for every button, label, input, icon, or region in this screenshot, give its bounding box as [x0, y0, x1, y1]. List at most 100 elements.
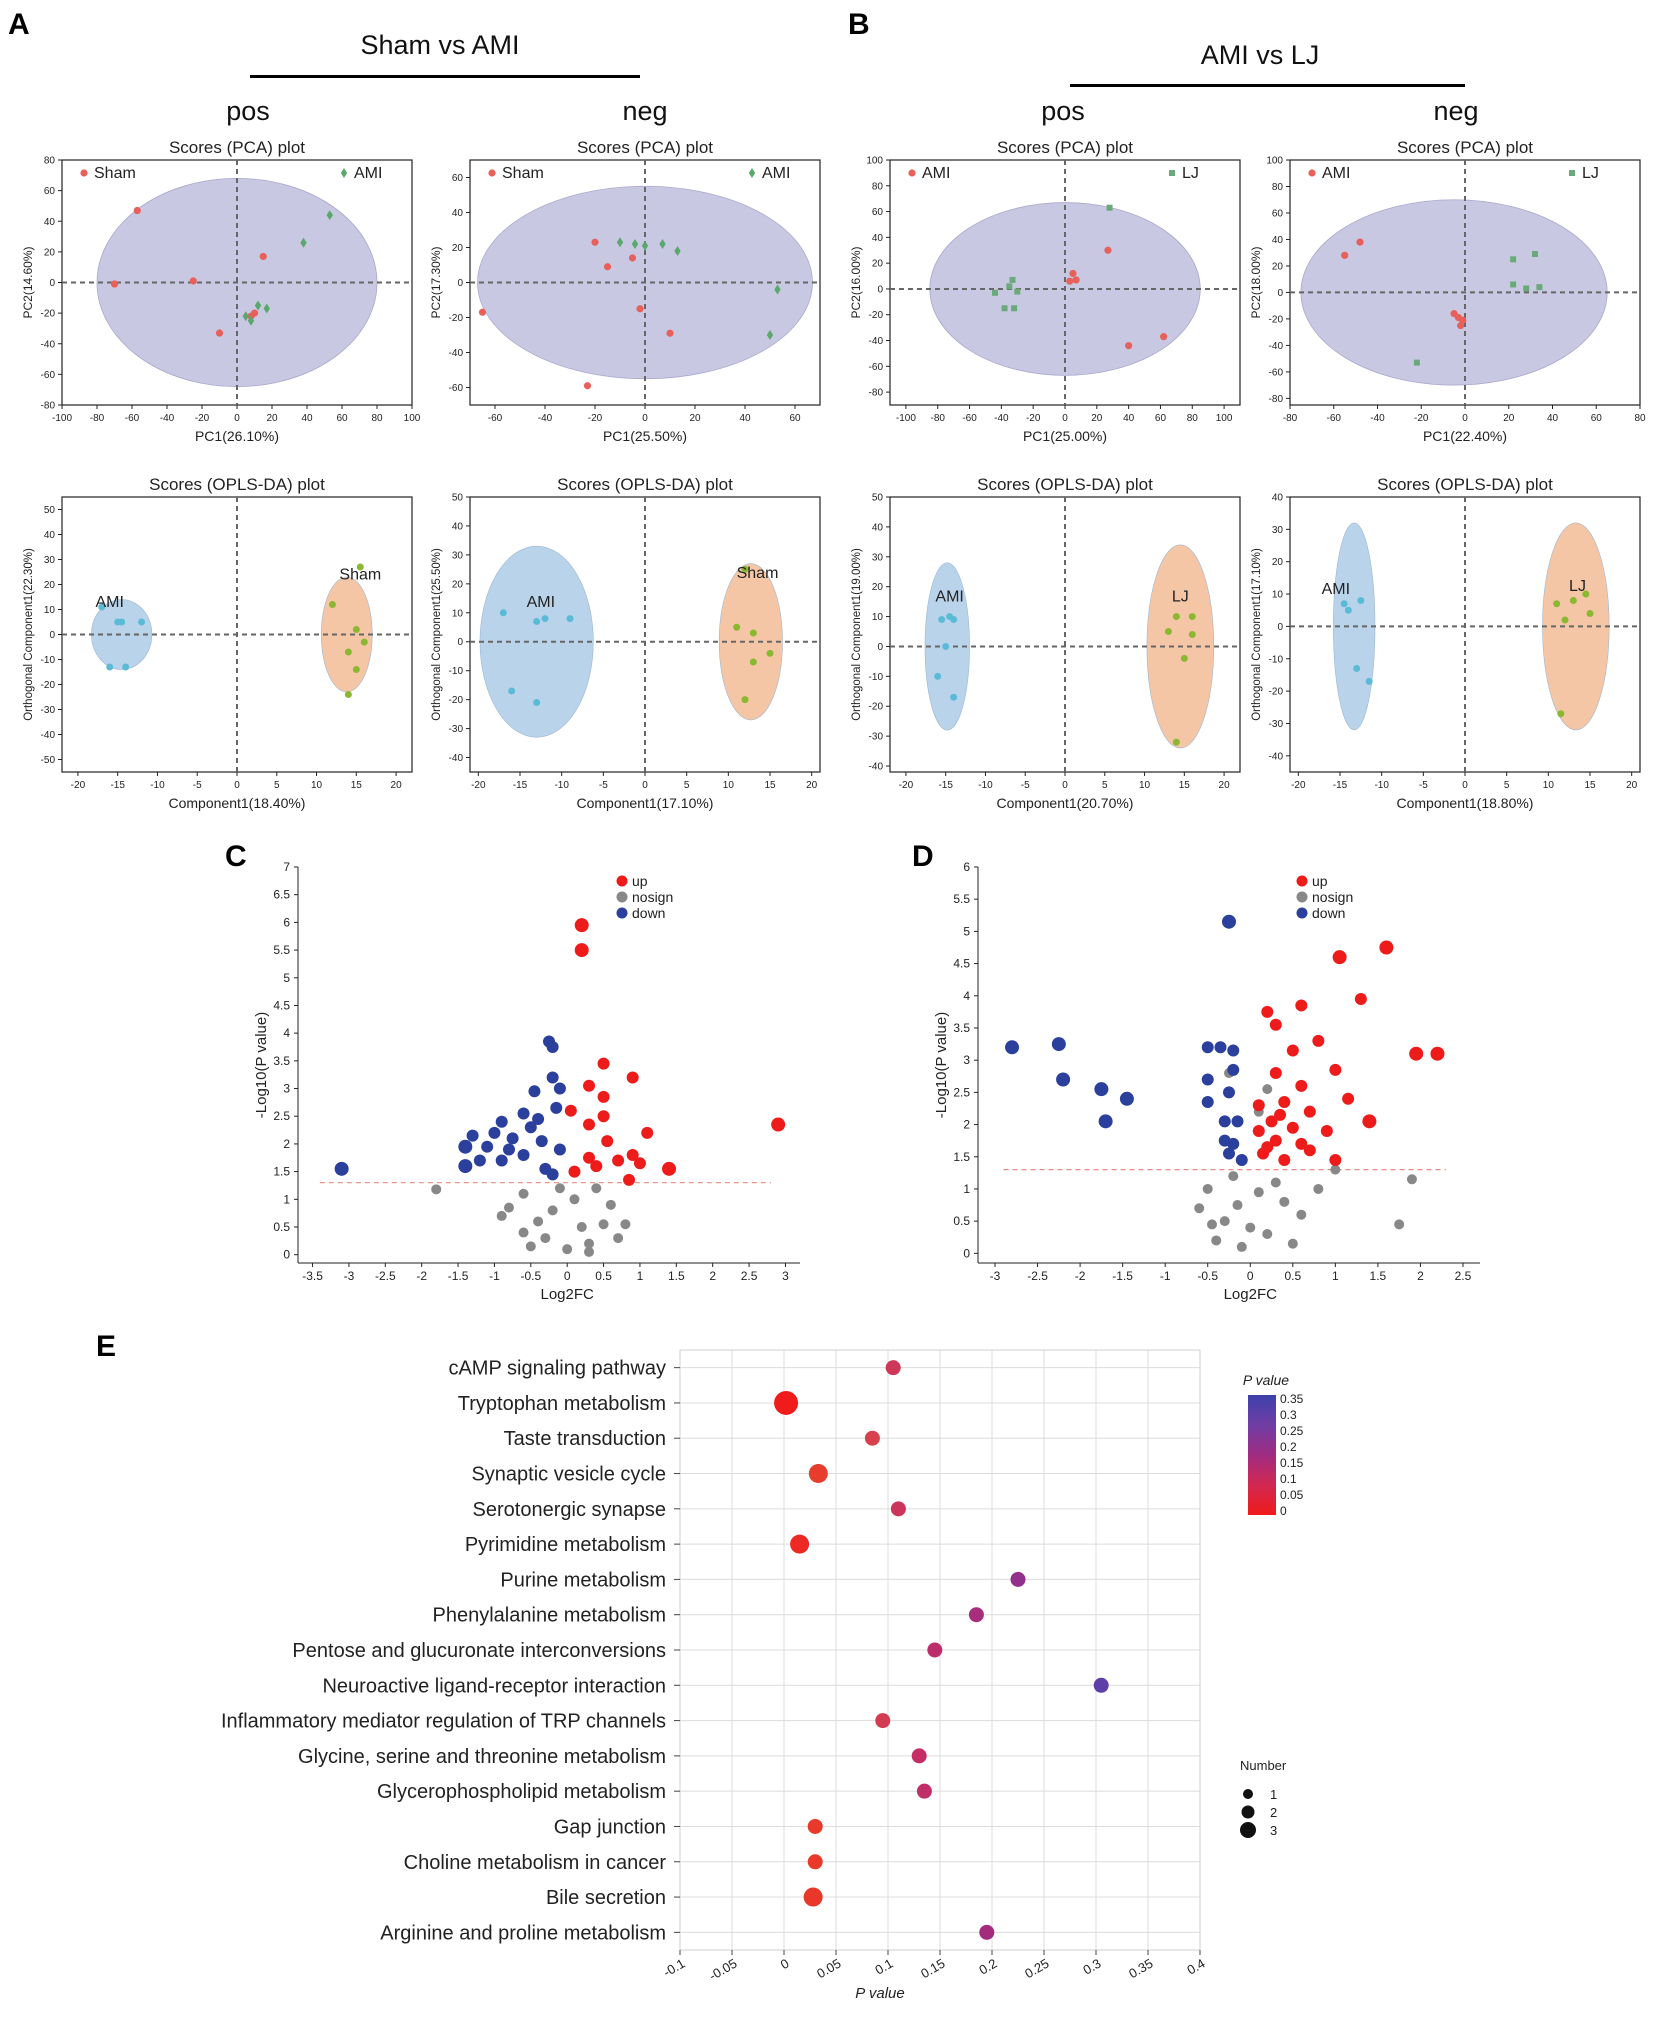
y-tick-label: 5: [963, 924, 970, 938]
legend-marker-ami: [748, 168, 756, 178]
x-axis-label: Component1(18.80%): [1397, 795, 1534, 811]
point-ami: [1459, 316, 1467, 324]
y-tick-label: -40: [1269, 751, 1284, 762]
group-title-sham-vs-ami: Sham vs AMI: [360, 30, 520, 60]
point-lj: [1188, 613, 1196, 621]
x-tick-label: -10: [1374, 780, 1389, 791]
y-tick-label: -40: [869, 336, 884, 347]
y-tick-label: 80: [1272, 182, 1284, 193]
pathway-label: Taste transduction: [504, 1428, 666, 1450]
pathway-dot: [864, 1430, 880, 1446]
point-nosign: [1262, 1084, 1273, 1095]
y-tick-label: -80: [1269, 394, 1284, 405]
point-up: [583, 1118, 596, 1131]
y-tick-label: 1: [963, 1182, 970, 1196]
x-axis-label: Log2FC: [541, 1286, 595, 1303]
point-ami: [1356, 238, 1364, 246]
point-down: [1227, 1137, 1240, 1150]
point-up: [1278, 1096, 1291, 1109]
legend-marker-lj: [1569, 170, 1575, 176]
point-lj: [1536, 284, 1543, 291]
point-up: [590, 1160, 603, 1173]
point-up: [1269, 1067, 1282, 1080]
pathway-dot: [875, 1713, 891, 1729]
y-tick-label: 40: [44, 530, 56, 541]
point-nosign: [554, 1183, 565, 1194]
x-tick-label: 0.5: [1284, 1269, 1301, 1283]
y-tick-label: 40: [452, 521, 464, 532]
point-up: [583, 1079, 596, 1092]
y-tick-label: 6: [963, 860, 970, 874]
point-sham: [591, 238, 599, 246]
point-up: [1320, 1125, 1333, 1137]
point-ami: [938, 616, 946, 624]
x-tick-label: 15: [764, 780, 776, 791]
x-axis-label: PC1(25.00%): [1023, 428, 1107, 444]
y-tick-label: -50: [41, 755, 56, 766]
point-up: [626, 1149, 639, 1161]
point-ami: [641, 240, 649, 251]
point-ami: [242, 311, 249, 322]
panel-letter-d: D: [912, 840, 934, 873]
y-tick-label: -60: [41, 370, 56, 381]
point-sham: [360, 638, 368, 646]
x-tick-label: 0.1: [872, 1956, 895, 1978]
y-axis-label: -Log10(P value): [933, 1012, 950, 1118]
group-label-ami: AMI: [935, 589, 963, 606]
y-tick-label: 30: [1272, 525, 1284, 536]
x-tick-label: -60: [488, 413, 503, 424]
point-down: [458, 1139, 473, 1154]
x-tick-label: 10: [311, 780, 323, 791]
x-tick-label: 0: [1062, 780, 1068, 791]
y-tick-label: 0: [457, 637, 463, 648]
point-ami: [1341, 251, 1349, 259]
pathway-dot: [927, 1642, 943, 1658]
y-tick-label: 40: [872, 522, 884, 533]
x-tick-label: -40: [994, 413, 1009, 424]
x-tick-label: 0.4: [1184, 1956, 1207, 1978]
y-tick-label: 7: [283, 860, 290, 874]
point-nosign: [562, 1244, 573, 1255]
point-up: [1354, 993, 1367, 1005]
x-tick-label: -20: [471, 780, 486, 791]
point-ami: [118, 618, 126, 626]
point-sham: [766, 649, 774, 657]
x-tick-label: 20: [1626, 780, 1638, 791]
point-up: [633, 1157, 646, 1170]
point-down: [550, 1101, 563, 1114]
x-tick-label: 10: [1139, 780, 1151, 791]
group-label-lj: LJ: [1172, 589, 1189, 606]
point-up: [1286, 1044, 1299, 1057]
y-tick-label: 20: [44, 580, 56, 591]
x-tick-label: -60: [1327, 413, 1342, 424]
size-legend-title: Number: [1240, 1758, 1287, 1773]
pathway-enrichment-plot: cAMP signaling pathway Tryptophan metabol…: [221, 1349, 1304, 2002]
x-tick-label: -10: [554, 780, 569, 791]
y-tick-label: 40: [452, 208, 464, 219]
point-nosign: [518, 1188, 529, 1199]
point-up: [574, 918, 589, 933]
point-ami: [1069, 269, 1077, 278]
point-lj: [1188, 631, 1196, 638]
pathway-label: Glycine, serine and threonine metabolism: [298, 1746, 666, 1768]
point-ami: [122, 663, 130, 671]
point-ami: [950, 616, 958, 624]
x-tick-label: 0: [564, 1269, 571, 1283]
point-up: [662, 1161, 677, 1176]
point-up: [771, 1117, 786, 1132]
point-lj: [1172, 738, 1180, 746]
x-tick-label: -80: [90, 413, 105, 424]
y-tick-label: 20: [872, 582, 884, 593]
plot-title: Scores (PCA) plot: [169, 138, 305, 157]
x-tick-label: 10: [723, 780, 735, 791]
point-nosign: [598, 1219, 609, 1230]
ion-mode-pos-a: pos: [226, 96, 270, 126]
y-tick-label: 30: [452, 550, 464, 561]
y-tick-label: 100: [866, 156, 883, 167]
x-tick-label: -40: [1370, 413, 1385, 424]
point-down: [1051, 1037, 1066, 1052]
x-tick-label: -15: [110, 780, 125, 791]
point-lj: [1011, 305, 1018, 312]
point-up: [1261, 1141, 1274, 1154]
y-axis-label: -Log10(P value): [253, 1012, 270, 1118]
